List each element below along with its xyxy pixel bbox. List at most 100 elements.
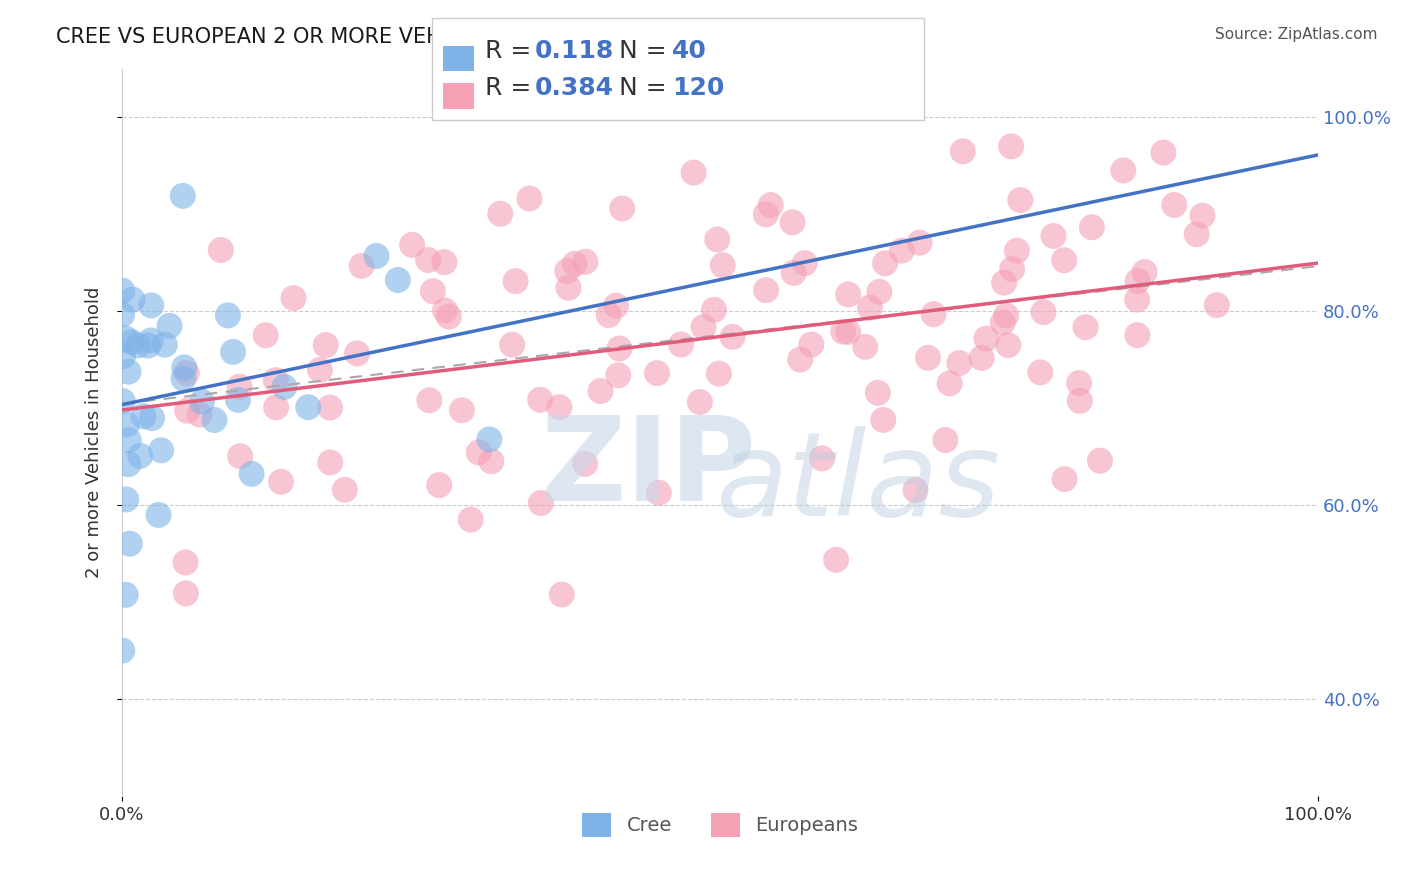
Europeans xyxy=(711,258,734,272)
Cree xyxy=(273,380,295,394)
Europeans xyxy=(1001,262,1024,277)
Cree xyxy=(121,293,143,307)
Text: 0.118: 0.118 xyxy=(534,39,613,62)
Europeans xyxy=(755,207,778,221)
Cree xyxy=(172,189,194,203)
Europeans xyxy=(548,401,571,415)
Cree xyxy=(117,457,139,471)
Europeans xyxy=(270,475,292,489)
Europeans xyxy=(333,483,356,497)
Cree xyxy=(111,308,134,322)
Europeans xyxy=(938,376,960,391)
Cree xyxy=(118,433,141,447)
Cree xyxy=(173,371,195,385)
Europeans xyxy=(952,145,974,159)
Europeans xyxy=(574,457,596,471)
Text: 120: 120 xyxy=(672,77,724,100)
Europeans xyxy=(1010,193,1032,207)
Cree xyxy=(114,331,136,345)
Europeans xyxy=(1000,139,1022,153)
Cree xyxy=(478,433,501,447)
Europeans xyxy=(703,302,725,317)
Europeans xyxy=(519,192,541,206)
Europeans xyxy=(228,380,250,394)
Cree xyxy=(115,417,138,432)
Europeans xyxy=(825,553,848,567)
Europeans xyxy=(948,356,970,370)
Cree xyxy=(132,409,155,424)
Europeans xyxy=(609,342,631,356)
Cree xyxy=(111,394,134,409)
Europeans xyxy=(574,254,596,268)
Europeans xyxy=(721,330,744,344)
Europeans xyxy=(433,255,456,269)
Cree xyxy=(139,334,162,348)
Europeans xyxy=(174,586,197,600)
Cree xyxy=(153,337,176,351)
Europeans xyxy=(908,235,931,250)
Europeans xyxy=(997,338,1019,352)
Europeans xyxy=(853,340,876,354)
Europeans xyxy=(319,455,342,469)
Cree xyxy=(111,643,134,657)
Europeans xyxy=(346,346,368,360)
Europeans xyxy=(811,451,834,466)
Text: R =: R = xyxy=(485,39,540,62)
Europeans xyxy=(1126,274,1149,288)
Cree xyxy=(141,298,163,312)
Cree xyxy=(204,413,226,427)
Europeans xyxy=(1029,365,1052,379)
Cree xyxy=(173,360,195,375)
Europeans xyxy=(460,513,482,527)
Europeans xyxy=(188,408,211,422)
Europeans xyxy=(264,373,287,387)
Europeans xyxy=(605,299,627,313)
Cree xyxy=(387,273,409,287)
Europeans xyxy=(648,485,671,500)
Europeans xyxy=(707,367,730,381)
Europeans xyxy=(479,454,502,468)
Europeans xyxy=(350,259,373,273)
Europeans xyxy=(401,237,423,252)
Cree xyxy=(366,249,388,263)
Europeans xyxy=(418,252,440,267)
Europeans xyxy=(229,449,252,463)
Cree xyxy=(191,394,214,409)
Europeans xyxy=(315,338,337,352)
Europeans xyxy=(319,401,342,415)
Cree xyxy=(226,392,249,407)
Cree xyxy=(297,400,319,414)
Europeans xyxy=(176,366,198,380)
Europeans xyxy=(427,478,450,492)
Cree xyxy=(150,443,173,458)
Europeans xyxy=(1088,453,1111,467)
Europeans xyxy=(645,366,668,380)
Text: 40: 40 xyxy=(672,39,707,62)
Europeans xyxy=(1053,472,1076,486)
Europeans xyxy=(755,283,778,297)
Europeans xyxy=(682,166,704,180)
Europeans xyxy=(451,403,474,417)
Europeans xyxy=(1112,163,1135,178)
Europeans xyxy=(418,393,440,408)
Europeans xyxy=(489,207,512,221)
Europeans xyxy=(557,281,579,295)
Europeans xyxy=(995,309,1018,323)
Europeans xyxy=(706,232,728,246)
Europeans xyxy=(264,401,287,415)
Europeans xyxy=(564,257,586,271)
Europeans xyxy=(837,287,859,301)
Europeans xyxy=(176,403,198,417)
Europeans xyxy=(529,392,551,407)
Text: atlas: atlas xyxy=(716,426,1000,541)
Cree xyxy=(127,338,149,352)
Europeans xyxy=(692,320,714,334)
Europeans xyxy=(530,496,553,510)
Europeans xyxy=(1191,209,1213,223)
Europeans xyxy=(1152,145,1174,160)
Europeans xyxy=(1069,376,1091,390)
Europeans xyxy=(1126,328,1149,343)
Cree xyxy=(120,334,142,349)
Europeans xyxy=(1074,320,1097,334)
Europeans xyxy=(437,310,460,324)
